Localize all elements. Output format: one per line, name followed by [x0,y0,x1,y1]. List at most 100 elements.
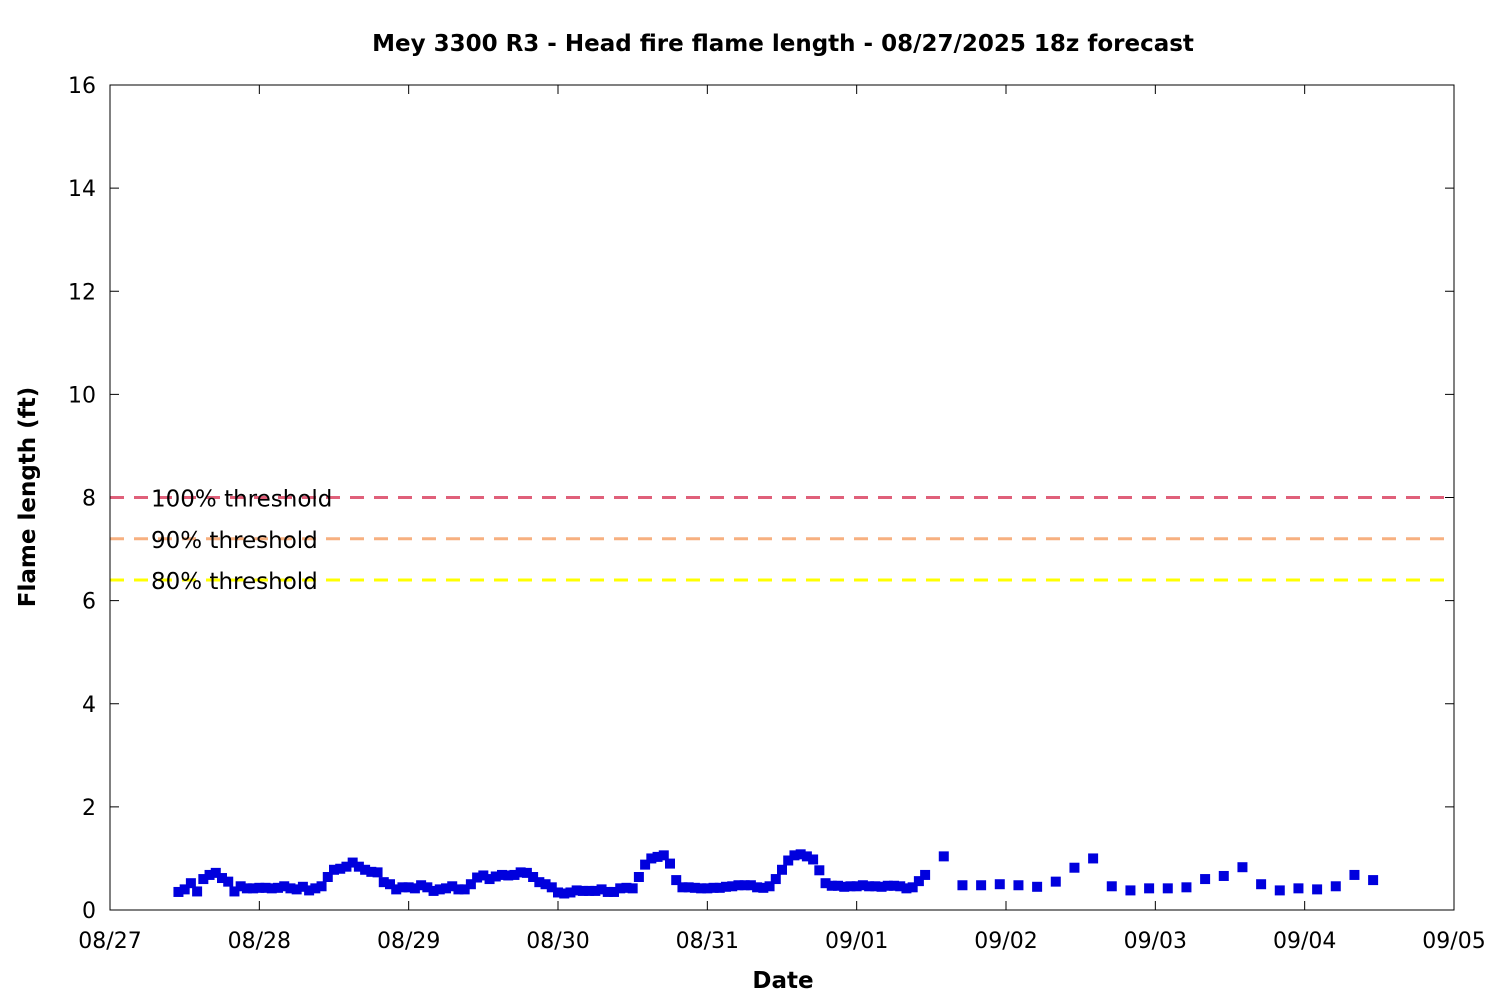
data-point [1218,870,1229,881]
x-tick-labels: 08/27 08/28 08/29 08/30 08/31 09/01 09/02 09/03… [78,929,1485,954]
data-point [521,867,532,878]
data-point [341,861,352,872]
data-point [553,887,563,898]
data-point [378,877,389,888]
data-point [310,883,321,894]
data-point [758,882,769,893]
data-point [839,881,850,892]
x-tick-label: 09/04 [1273,929,1336,954]
data-point [422,882,433,893]
data-point [385,879,395,890]
data-point [696,883,707,894]
data-point [403,882,414,893]
data-point [198,874,209,885]
data-point [329,864,339,875]
data-point [1256,879,1267,890]
data-point [957,880,968,891]
data-point [739,880,750,891]
data-point [223,876,234,887]
data-point [845,881,856,892]
data-point [708,882,719,893]
data-point [1125,885,1136,896]
data-point [509,869,520,880]
data-point [733,880,744,891]
y-axis-label: Flame length (ft) [15,387,41,607]
data-point [273,882,283,893]
x-tick-label: 08/28 [228,929,291,954]
data-point [577,885,588,896]
data-point [204,869,215,880]
data-point [1200,874,1211,885]
data-point [434,884,445,895]
data-point [882,880,893,891]
data-point [851,881,862,892]
y-tick-label: 12 [68,280,96,305]
data-point [901,883,912,894]
data-point [459,884,470,895]
data-point [540,879,551,890]
x-tick-label: 08/30 [526,929,589,954]
data-point [428,885,439,896]
data-point [665,858,675,869]
data-point [1162,883,1173,894]
data-point [864,881,875,892]
data-point [235,881,246,892]
data-point [571,885,582,896]
data-point [1032,881,1043,892]
data-point [777,864,787,875]
x-tick-label: 09/03 [1124,929,1187,954]
data-point [1293,883,1304,894]
y-tick-label: 8 [82,487,96,512]
data-point [353,861,364,872]
data-point [416,880,427,891]
data-point [745,880,756,891]
data-point [615,883,626,894]
data-point [360,864,371,875]
x-tick-label: 09/05 [1422,929,1485,954]
data-point [304,885,315,896]
data-point [484,874,495,885]
data-point [254,882,265,893]
y-tick-label: 10 [68,383,96,408]
data-point [652,851,663,862]
data-point [297,881,308,892]
data-point [820,878,831,889]
data-point [876,881,887,892]
data-point [210,867,221,878]
data-point [465,879,476,890]
data-point [528,872,539,882]
data-point [229,886,240,897]
data-point [559,888,570,899]
data-point [727,881,738,892]
data-point [347,857,358,868]
data-point [584,885,595,896]
data-point [391,884,402,895]
data-point [602,886,613,897]
data-point [1013,880,1024,891]
data-point [279,881,290,892]
data-point [503,870,514,881]
data-point [534,877,545,888]
data-point [447,881,458,892]
data-point [895,881,906,892]
data-point [683,882,694,893]
data-point [335,863,346,874]
data-point [671,875,682,886]
data-point [1274,885,1285,896]
data-point [266,883,277,894]
data-point [217,873,227,884]
data-point [938,851,949,862]
data-point [478,870,489,881]
data-point [689,882,700,893]
data-point [441,883,451,894]
data-point [260,882,271,893]
data-point [658,850,669,861]
data-point [490,871,501,882]
data-point [590,885,601,896]
data-point [994,879,1005,890]
data-point [721,881,731,892]
data-point [913,876,924,887]
data-point [1106,881,1117,892]
x-tick-label: 09/02 [974,929,1037,954]
